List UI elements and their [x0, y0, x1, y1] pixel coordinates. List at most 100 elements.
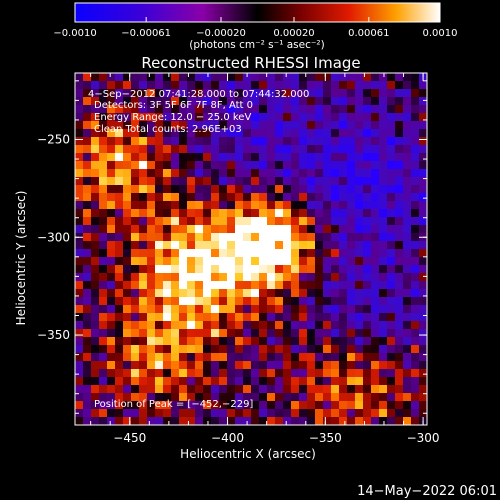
heatmap-cell	[83, 233, 92, 242]
heatmap-cell	[411, 217, 420, 226]
heatmap-cell	[147, 193, 156, 202]
heatmap-cell	[355, 145, 364, 154]
heatmap-cell	[315, 241, 324, 250]
heatmap-cell	[299, 209, 308, 218]
heatmap-cell	[395, 281, 404, 290]
heatmap-cell	[267, 345, 276, 354]
heatmap-cell	[411, 249, 420, 258]
heatmap-cell	[355, 385, 364, 394]
heatmap-cell	[411, 409, 420, 418]
heatmap-cell	[187, 257, 196, 266]
annotation-block: 4−Sep−2012 07:41:28.000 to 07:44:32.000 …	[88, 89, 309, 135]
heatmap-cell	[179, 321, 188, 330]
heatmap-cell	[363, 169, 372, 178]
heatmap-cell	[331, 241, 340, 250]
heatmap-cell	[155, 209, 164, 218]
heatmap-cell	[83, 337, 92, 346]
heatmap-cell	[251, 137, 260, 146]
heatmap-cell	[363, 153, 372, 162]
heatmap-cell	[195, 105, 204, 114]
heatmap-cell	[227, 329, 236, 338]
heatmap-cell	[235, 193, 244, 202]
heatmap-cell	[395, 193, 404, 202]
heatmap-cell	[363, 273, 372, 282]
heatmap-cell	[195, 145, 204, 154]
heatmap-cell	[307, 81, 316, 90]
heatmap-cell	[363, 161, 372, 170]
heatmap-cell	[115, 73, 124, 82]
heatmap-cell	[147, 153, 156, 162]
heatmap-cell	[163, 345, 172, 354]
heatmap-cell	[379, 289, 388, 298]
heatmap-cell	[115, 89, 124, 98]
heatmap-cell	[123, 153, 132, 162]
heatmap-cell	[283, 81, 292, 90]
heatmap-cell	[163, 417, 172, 425]
heatmap-cell	[387, 209, 396, 218]
heatmap-cell	[211, 193, 220, 202]
heatmap-cell	[395, 329, 404, 338]
heatmap-cell	[387, 289, 396, 298]
heatmap-cell	[315, 201, 324, 210]
heatmap-cell	[243, 177, 252, 186]
heatmap-cell	[339, 401, 348, 410]
heatmap-cell	[139, 89, 148, 98]
heatmap-cell	[219, 201, 228, 210]
heatmap-cell	[163, 113, 172, 122]
heatmap-cell	[371, 393, 380, 402]
heatmap-cell	[195, 121, 204, 130]
heatmap-cell	[387, 185, 396, 194]
heatmap-cell	[171, 137, 180, 146]
heatmap-cell	[251, 89, 260, 98]
heatmap-cell	[163, 337, 172, 346]
heatmap-cell	[211, 177, 220, 186]
heatmap-cell	[147, 233, 156, 242]
heatmap-cell	[267, 233, 276, 242]
colorbar-tick-label: 0.00061	[348, 28, 389, 39]
heatmap-cell	[347, 289, 356, 298]
heatmap-cell	[91, 121, 100, 130]
heatmap-cell	[267, 265, 276, 274]
heatmap-cell	[251, 161, 260, 170]
heatmap-cell	[83, 177, 92, 186]
heatmap-cell	[251, 329, 260, 338]
heatmap-cell	[315, 289, 324, 298]
heatmap-cell	[83, 281, 92, 290]
heatmap-cell	[419, 97, 427, 106]
heatmap-cell	[139, 129, 148, 138]
heatmap-cell	[227, 177, 236, 186]
heatmap-cell	[291, 257, 300, 266]
heatmap-cell	[315, 153, 324, 162]
heatmap-cell	[267, 409, 276, 418]
heatmap-cell	[91, 137, 100, 146]
heatmap-cell	[235, 337, 244, 346]
heatmap-cell	[83, 73, 92, 82]
heatmap-cell	[179, 257, 188, 266]
heatmap-cell	[307, 201, 316, 210]
heatmap-cell	[283, 105, 292, 114]
heatmap-cell	[347, 329, 356, 338]
heatmap-cell	[267, 385, 276, 394]
heatmap-cell	[323, 385, 332, 394]
heatmap-cell	[411, 113, 420, 122]
heatmap-cell	[123, 81, 132, 90]
heatmap-cell	[99, 97, 108, 106]
heatmap-cell	[219, 185, 228, 194]
heatmap-cell	[179, 185, 188, 194]
heatmap-cell	[187, 233, 196, 242]
heatmap-cell	[339, 345, 348, 354]
heatmap-cell	[283, 89, 292, 98]
heatmap-cell	[139, 361, 148, 370]
heatmap-cell	[259, 97, 268, 106]
heatmap-cell	[147, 241, 156, 250]
heatmap-cell	[371, 257, 380, 266]
heatmap-cell	[411, 97, 420, 106]
heatmap-cell	[91, 393, 100, 402]
heatmap-cell	[171, 337, 180, 346]
heatmap-cell	[187, 113, 196, 122]
heatmap-cell	[307, 89, 316, 98]
heatmap-cell	[291, 393, 300, 402]
heatmap-cell	[371, 417, 380, 425]
heatmap-cell	[371, 329, 380, 338]
heatmap-cell	[403, 121, 412, 130]
